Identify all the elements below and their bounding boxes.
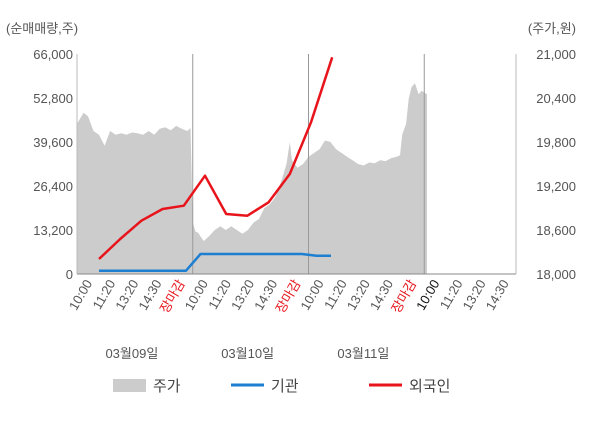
y-left-ticks: 66,000 52,800 39,600 26,400 13,200 0 — [33, 47, 73, 282]
institution-line — [99, 252, 331, 272]
x-axis-ticks: 10:0011:2013:2014:30장마감10:0011:2013:2014… — [66, 277, 512, 316]
y-right-tick-label: 18,000 — [536, 267, 576, 282]
left-axis-unit: (순매매량,주) — [6, 21, 78, 36]
foreign-line — [98, 56, 334, 260]
date-label: 03월10일 — [221, 346, 274, 361]
y-left-tick-label: 26,400 — [33, 179, 73, 194]
x-tick-label: 13:20 — [459, 277, 488, 313]
x-tick-label: 14:30 — [483, 277, 512, 313]
legend-swatch-price — [113, 379, 146, 392]
x-tick-label: 10:00 — [66, 277, 95, 313]
y-right-tick-label: 19,200 — [536, 179, 576, 194]
plot-area — [76, 54, 517, 275]
date-label: 03월11일 — [337, 346, 389, 361]
date-label: 03월09일 — [105, 346, 158, 361]
y-right-ticks: 21,000 20,400 19,800 19,200 18,600 18,000 — [536, 47, 576, 282]
date-labels: 03월09일 03월10일 03월11일 — [105, 346, 389, 361]
right-axis-unit: (주가,원) — [528, 21, 576, 36]
y-left-tick-label: 39,600 — [33, 135, 73, 150]
legend-label: 기관 — [271, 378, 299, 395]
price-area — [77, 83, 427, 274]
y-right-tick-label: 20,400 — [536, 91, 576, 106]
y-left-tick-label: 52,800 — [33, 91, 73, 106]
x-tick-label: 10:00 — [182, 277, 211, 313]
x-tick-label: 13:20 — [228, 277, 257, 313]
y-right-tick-label: 18,600 — [536, 223, 576, 238]
y-left-tick-label: 0 — [66, 267, 73, 282]
y-right-tick-label: 19,800 — [536, 135, 576, 150]
x-tick-label: 10:00 — [413, 277, 442, 313]
x-tick-label: 13:20 — [344, 277, 373, 313]
legend-label: 주가 — [153, 378, 181, 395]
y-left-tick-label: 13,200 — [33, 223, 73, 238]
y-left-tick-label: 66,000 — [33, 47, 73, 62]
x-tick-label: 10:00 — [297, 277, 326, 313]
y-right-tick-label: 21,000 — [536, 47, 576, 62]
legend-label: 외국인 — [409, 378, 450, 395]
legend: 주가 기관 외국인 — [113, 378, 450, 395]
x-tick-label: 13:20 — [112, 277, 141, 313]
